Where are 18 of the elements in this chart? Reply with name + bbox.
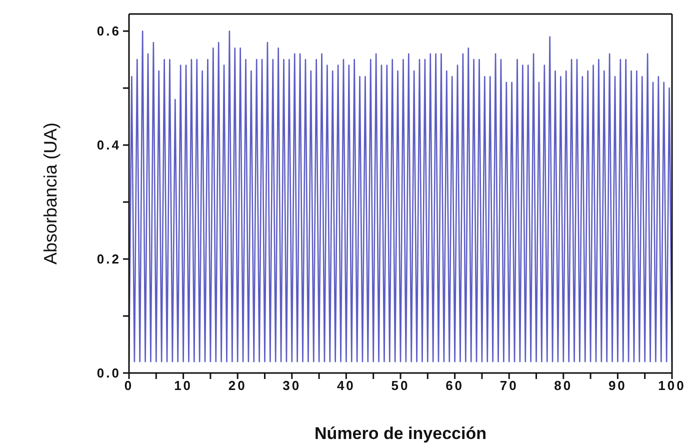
x-tick-label: 10 [174,378,193,394]
x-tick-label: 60 [446,378,464,394]
x-tick-label: 0 [124,378,134,394]
y-tick-label: 0.6 [96,24,121,39]
x-tick-label: 70 [500,378,518,394]
x-tick-label: 20 [228,378,247,394]
y-tick-label: 0.2 [96,252,121,267]
x-tick-label: 30 [282,378,302,394]
x-axis-title: Número de inyección [314,424,486,443]
line-series [129,30,672,362]
x-tick-label: 90 [608,378,627,394]
x-tick-label: 100 [658,378,686,394]
x-tick-label: 80 [554,378,573,394]
y-tick-label: 0.4 [96,138,121,153]
y-tick-label: 0.0 [96,366,121,381]
x-tick-label: 40 [336,378,356,394]
x-tick-label: 50 [391,378,410,394]
y-axis-title: Absorbancia (UA) [40,122,60,265]
